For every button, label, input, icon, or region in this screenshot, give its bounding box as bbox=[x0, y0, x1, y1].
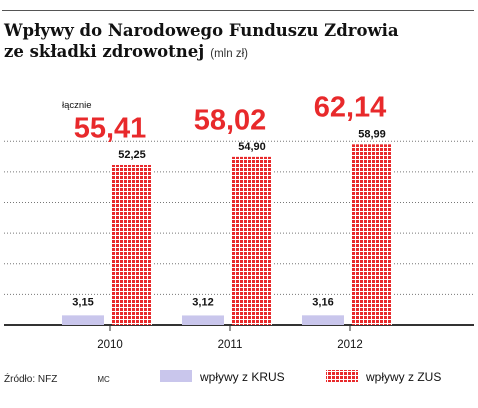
zus-value-label: 52,25 bbox=[118, 149, 146, 161]
unit-label: (mln zł) bbox=[210, 48, 248, 60]
zus-bar bbox=[352, 144, 392, 325]
total-value-label: 55,41 bbox=[74, 112, 147, 144]
title-line-1: Wpływy do Narodowego Funduszu Zdrowia bbox=[4, 21, 399, 40]
krus-value-label: 3,15 bbox=[72, 296, 93, 308]
x-tick-label: 2011 bbox=[218, 339, 243, 351]
x-tick-label: 2010 bbox=[97, 339, 123, 351]
krus-bar bbox=[302, 315, 344, 325]
total-caption: łącznie bbox=[62, 100, 92, 111]
zus-bar bbox=[112, 164, 152, 325]
krus-bar bbox=[62, 315, 104, 325]
total-value-label: 62,14 bbox=[314, 92, 387, 124]
source-note: Źródło: NFZ MC bbox=[4, 374, 110, 385]
krus-value-label: 3,12 bbox=[192, 296, 213, 308]
chart-title: Wpływy do Narodowego Funduszu Zdrowia ze… bbox=[4, 20, 474, 65]
zus-value-label: 58,99 bbox=[358, 128, 386, 140]
legend-krus-swatch bbox=[160, 370, 192, 382]
total-value-label: 58,02 bbox=[194, 104, 267, 136]
source-label: Źródło: NFZ bbox=[4, 374, 58, 385]
legend-krus-label: wpływy z KRUS bbox=[199, 370, 285, 384]
x-tick-label: 2012 bbox=[337, 339, 363, 351]
title-line-2: ze składki zdrowotnej bbox=[4, 42, 205, 61]
zus-value-label: 54,90 bbox=[238, 141, 266, 153]
top-rule bbox=[2, 10, 474, 11]
legend-zus-label: wpływy z ZUS bbox=[365, 370, 441, 384]
zus-bar bbox=[232, 156, 272, 325]
legend-zus-swatch bbox=[326, 370, 358, 382]
credit-label: MC bbox=[97, 375, 110, 384]
krus-bar bbox=[182, 315, 224, 325]
krus-value-label: 3,16 bbox=[312, 296, 333, 308]
